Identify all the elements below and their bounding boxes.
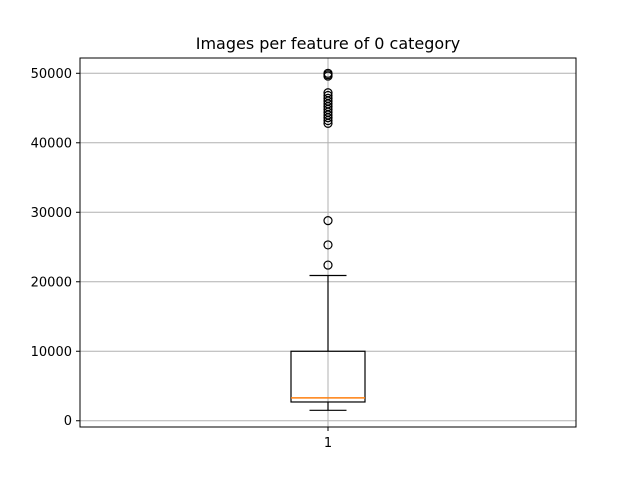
outlier-point [323,90,333,101]
y-tick-label: 50000 [31,67,72,82]
box-plot [290,274,366,411]
y-tick-label: 0 [64,414,72,429]
outlier-point [323,68,333,78]
x-axis-ticks: 1 [324,427,332,451]
outlier-point [323,260,333,270]
y-tick-label: 30000 [31,206,72,221]
x-tick-label: 1 [324,436,332,451]
chart-title: Images per feature of 0 category [196,34,461,53]
outlier-point [323,240,333,250]
y-tick-label: 10000 [31,345,72,360]
outlier-point [323,88,333,98]
y-axis-ticks: 0 10000 20000 30000 40000 50000 [31,67,80,429]
iqr-box [290,350,366,403]
y-tick-label: 40000 [31,136,72,151]
y-tick-label: 20000 [31,275,72,290]
outlier-points [323,68,333,270]
outlier-point [323,93,333,103]
outlier-point [323,216,333,226]
